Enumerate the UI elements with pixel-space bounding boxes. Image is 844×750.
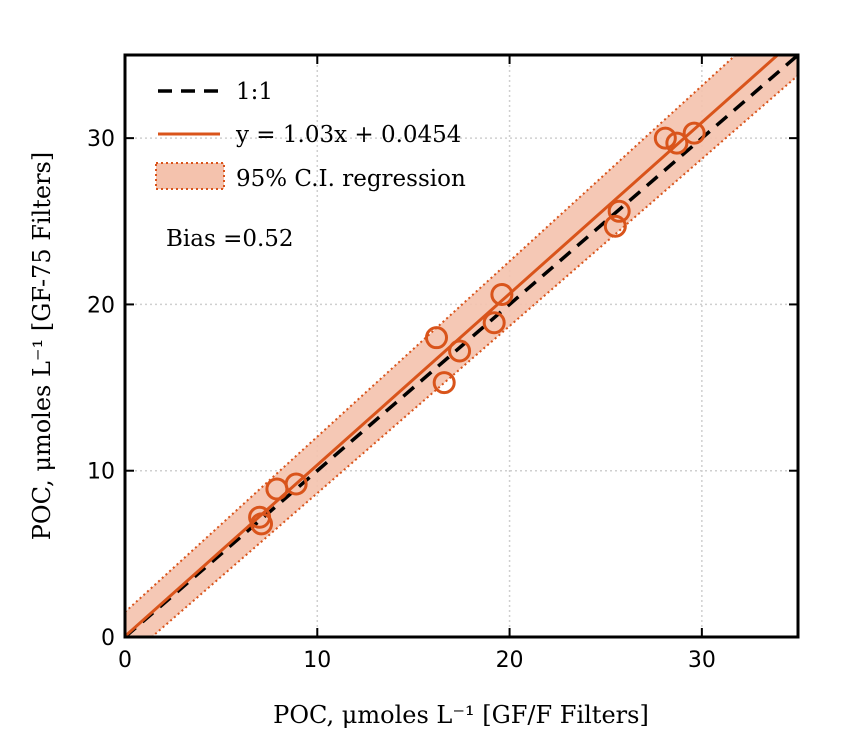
y-tick-label: 30: [87, 127, 115, 152]
data-point: [603, 214, 627, 238]
data-point: [284, 472, 308, 496]
bias-annotation: Bias =0.52: [166, 226, 294, 252]
data-point: [482, 311, 506, 335]
y-axis: 0 10 20 30: [87, 127, 798, 651]
y-tick-label: 20: [87, 293, 115, 318]
ci-band: [125, 55, 798, 637]
y-tick-label: 10: [87, 460, 115, 485]
x-tick-label: 10: [303, 648, 331, 673]
data-point: [665, 131, 689, 155]
x-tick-label: 0: [118, 648, 132, 673]
data-point: [432, 371, 456, 395]
data-point: [448, 339, 472, 363]
x-axis: 0 10 20 30: [118, 55, 716, 673]
x-tick-label: 20: [496, 648, 524, 673]
regression-line: [125, 55, 780, 637]
legend-label-ci: 95% C.I. regression: [236, 166, 466, 192]
x-axis-label: POC, μmoles L⁻¹ [GF/F Filters]: [273, 701, 649, 729]
data-point: [250, 512, 274, 536]
y-tick-label: 0: [101, 626, 115, 651]
data-point: [607, 199, 631, 223]
x-tick-label: 30: [688, 648, 716, 673]
one-to-one-line: [125, 55, 798, 637]
data-point: [490, 282, 514, 306]
ci-upper-bound: [125, 55, 738, 613]
y-axis-label: POC, μmoles L⁻¹ [GF-75 Filters]: [28, 152, 56, 540]
plot-area: [125, 55, 798, 637]
data-point: [653, 126, 677, 150]
data-point: [682, 121, 706, 145]
plot-frame: [123, 53, 800, 639]
ci-lower-bound: [150, 74, 798, 637]
legend-swatch-ci: [155, 162, 225, 190]
data-point: [425, 326, 449, 350]
legend-label-1-1: 1:1: [236, 79, 273, 105]
legend: 1:1 y = 1.03x + 0.0454 95% C.I. regressi…: [155, 79, 466, 192]
legend-label-regression: y = 1.03x + 0.0454: [235, 122, 461, 148]
